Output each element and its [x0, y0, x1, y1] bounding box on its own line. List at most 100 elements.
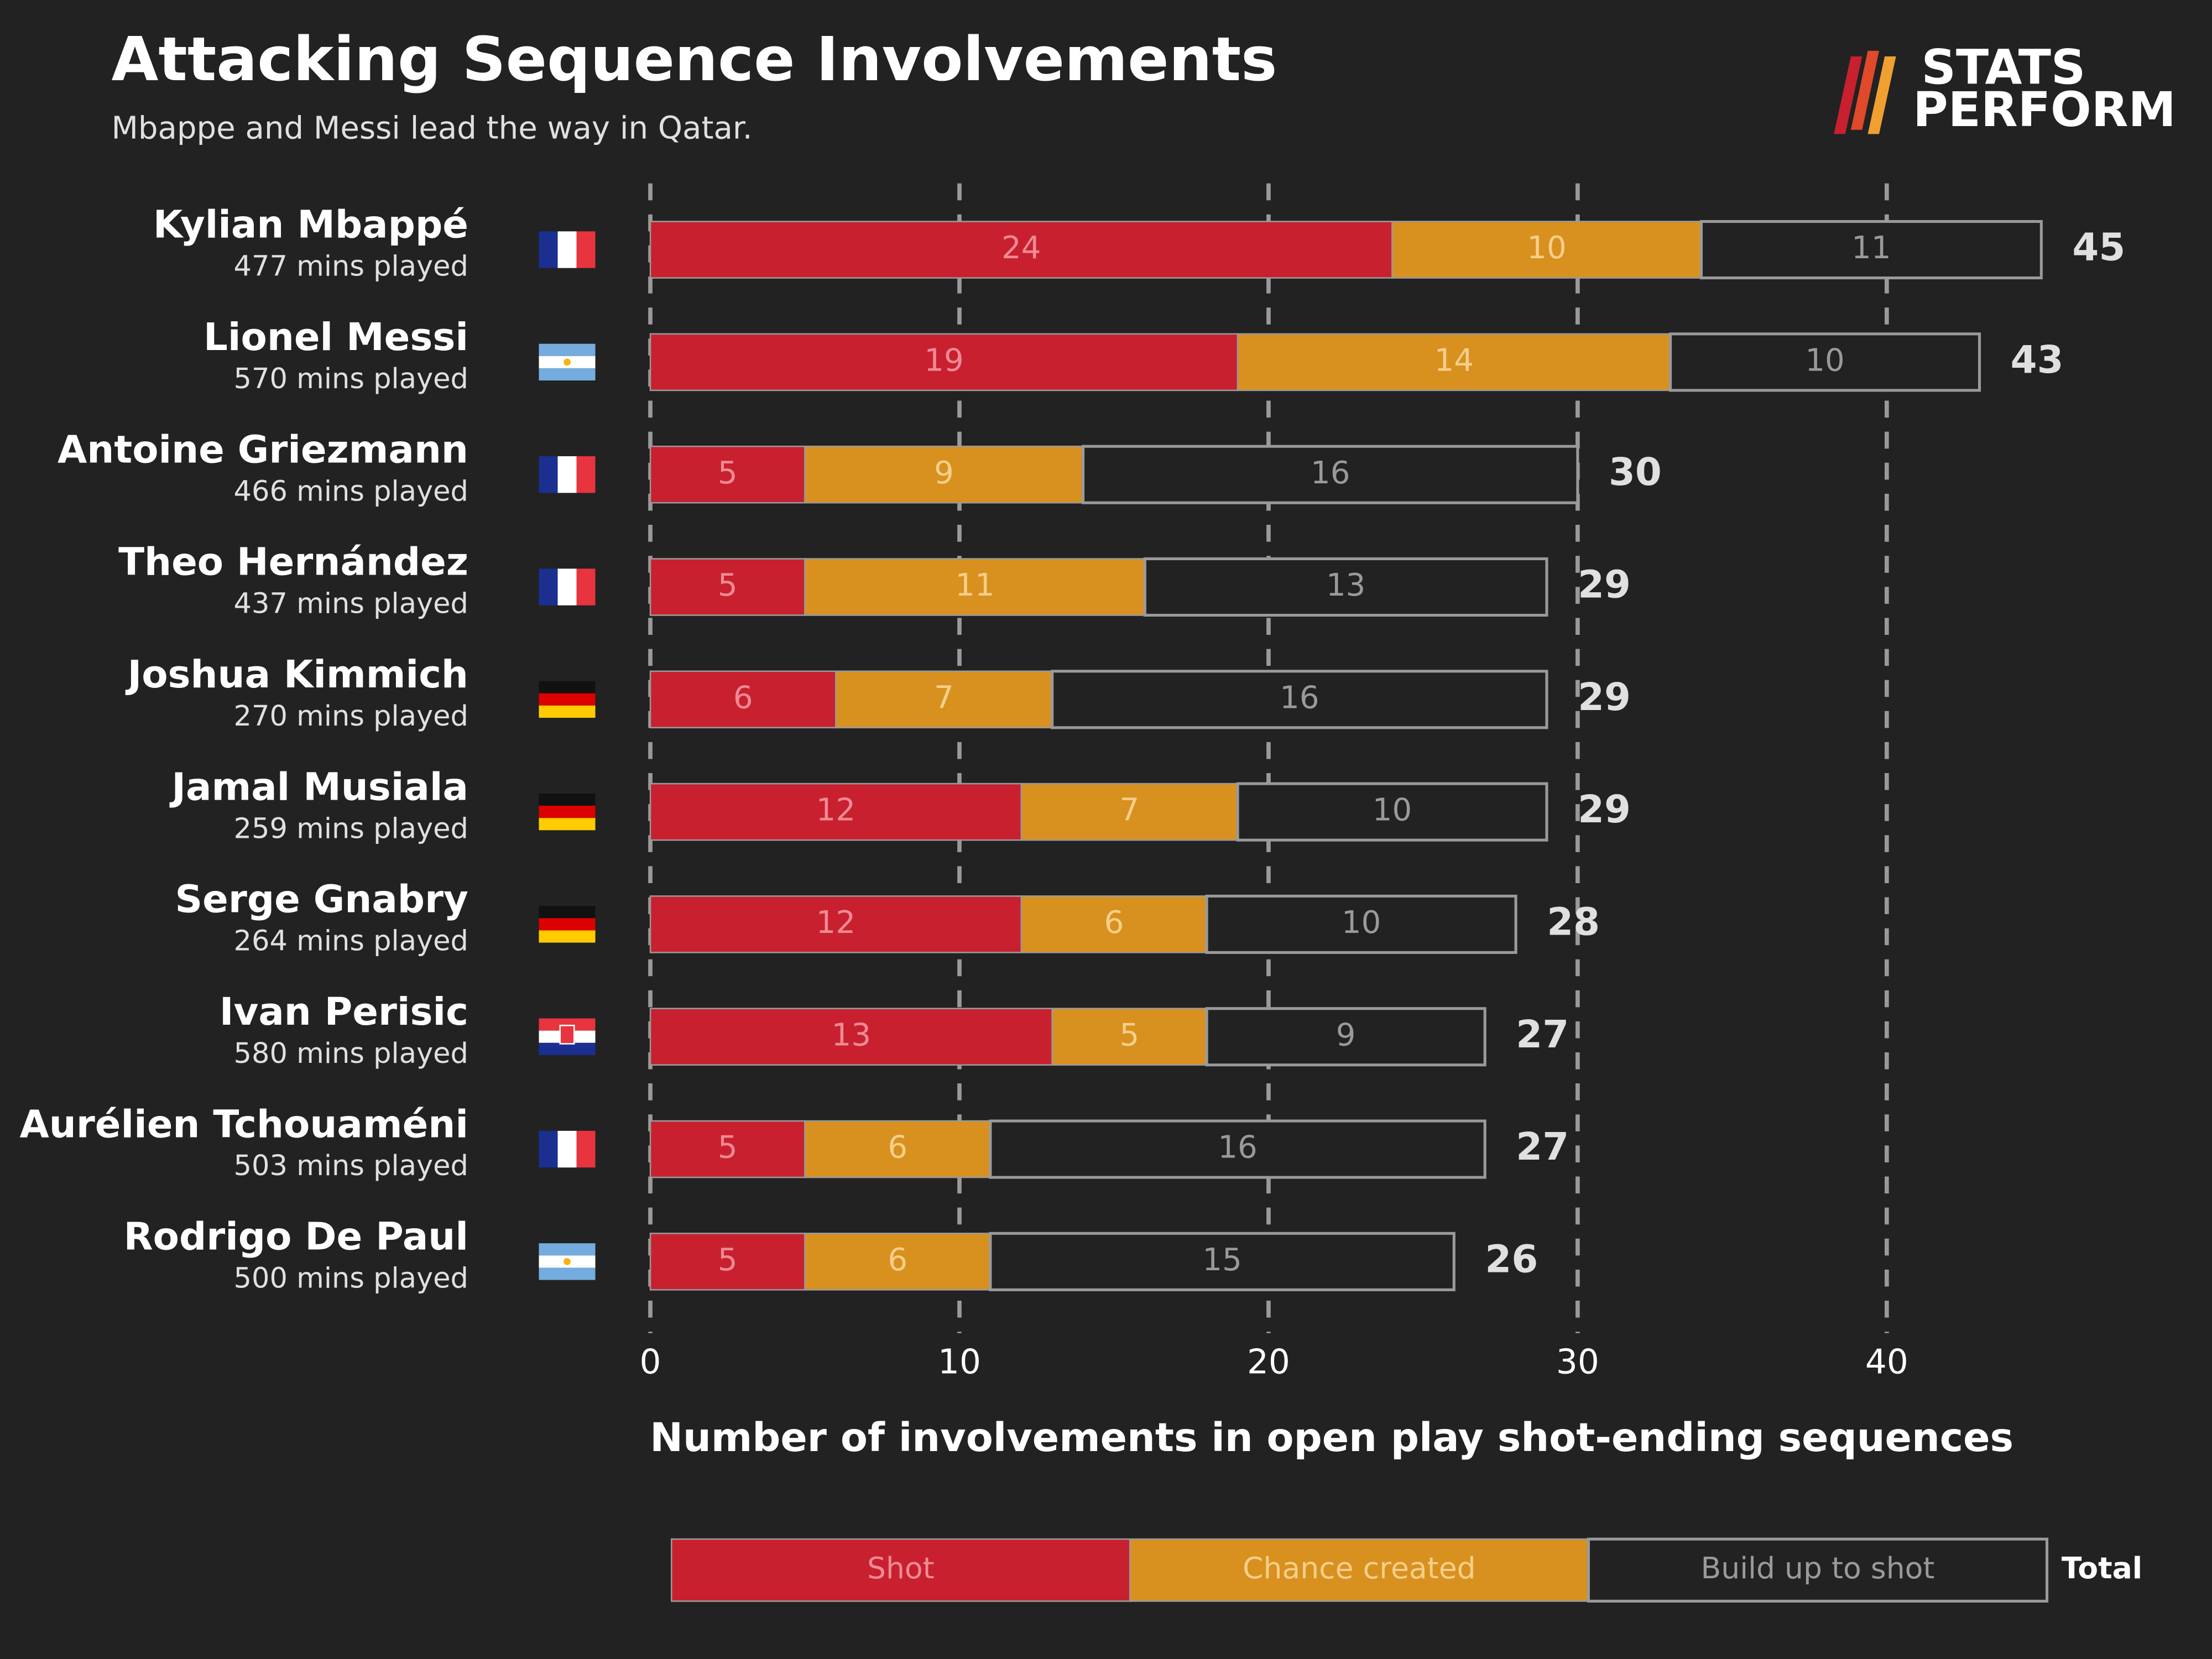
category-label: Rodrigo De Paul — [124, 1215, 468, 1259]
value-label: 11 — [955, 567, 994, 603]
x-tick-label: 0 — [640, 1342, 661, 1381]
legend-swatch — [1587, 1537, 2049, 1603]
flag-stripe — [539, 1042, 596, 1055]
flag-stripe — [539, 1243, 596, 1256]
logo: STATS PERFORM — [1834, 39, 2176, 138]
legend-label: Chance created — [1243, 1551, 1476, 1585]
flag — [539, 906, 596, 943]
bar-segment — [649, 895, 1022, 953]
flag-stripe — [539, 456, 558, 493]
bar-segment — [1143, 557, 1548, 617]
category-detail: 580 mins played — [234, 1037, 468, 1070]
total-label: 29 — [1578, 563, 1631, 607]
value-label: 5 — [718, 1242, 738, 1278]
value-label: 5 — [718, 1130, 738, 1166]
category-label: Aurélien Tchouaméni — [20, 1102, 468, 1146]
value-label: 12 — [816, 792, 855, 828]
flag-stripe — [539, 906, 596, 919]
total-label: 45 — [2072, 226, 2125, 270]
value-label: 11 — [1851, 230, 1891, 266]
x-tick-label: 30 — [1556, 1342, 1599, 1381]
value-label: 12 — [816, 905, 855, 941]
flag-stripe — [539, 930, 596, 943]
category-label: Lionel Messi — [204, 315, 468, 359]
logo-text: PERFORM — [1913, 82, 2176, 138]
value-label: 10 — [1527, 230, 1566, 266]
x-axis-label: Number of involvements in open play shot… — [650, 1415, 2013, 1460]
value-label: 19 — [924, 342, 963, 378]
category-detail: 264 mins played — [234, 925, 468, 958]
legend-total-label: Total — [2062, 1551, 2142, 1585]
flag — [539, 568, 596, 606]
logo-slash — [1834, 56, 1863, 134]
bar-segment — [804, 558, 1146, 616]
chart-subtitle: Mbappe and Messi lead the way in Qatar. — [112, 110, 753, 146]
value-label: 16 — [1218, 1130, 1257, 1166]
flag — [539, 793, 596, 831]
value-label: 6 — [733, 680, 753, 716]
category-detail: 259 mins played — [234, 812, 468, 845]
total-label: 29 — [1578, 675, 1631, 719]
bar-segment — [1082, 445, 1579, 504]
flag-stripe — [576, 231, 596, 268]
value-label: 15 — [1202, 1242, 1241, 1278]
bar-segment — [1205, 1007, 1486, 1067]
flag-stripe — [557, 568, 577, 606]
flag-stripe — [539, 231, 558, 268]
flag — [539, 1018, 596, 1055]
value-label: 6 — [1104, 905, 1124, 941]
logo-slash — [1850, 50, 1879, 130]
bar-segment — [1699, 220, 2043, 280]
legend-label: Shot — [867, 1551, 935, 1585]
flag-stripe — [539, 818, 596, 831]
total-label: 29 — [1578, 787, 1631, 832]
total-label: 26 — [1485, 1237, 1538, 1281]
chart-title: Attacking Sequence Involvements — [112, 24, 1277, 95]
category-detail: 466 mins played — [234, 475, 468, 508]
total-label: 27 — [1516, 1125, 1569, 1169]
x-tick-label: 40 — [1865, 1342, 1908, 1381]
x-tick-label: 20 — [1247, 1342, 1290, 1381]
legend-swatch — [671, 1538, 1131, 1602]
flag-stripe — [539, 793, 596, 806]
flag-stripe — [557, 456, 577, 493]
flag-stripe — [539, 806, 596, 818]
category-detail: 437 mins played — [234, 588, 468, 620]
total-label: 28 — [1547, 900, 1600, 944]
flag-stripe — [539, 918, 596, 931]
flag-stripe — [539, 368, 596, 381]
total-label: 27 — [1516, 1013, 1569, 1057]
category-detail: 570 mins played — [234, 363, 468, 395]
bar-segment — [1205, 894, 1517, 954]
bar-segment — [649, 445, 806, 504]
category-label: Kylian Mbappé — [153, 203, 468, 247]
bar-segment — [1020, 782, 1239, 841]
flag-stripe — [539, 1130, 558, 1168]
value-label: 6 — [888, 1130, 907, 1166]
bar-segment — [649, 1120, 806, 1178]
legend-swatch — [1129, 1538, 1589, 1602]
bar-segment — [989, 1232, 1455, 1291]
flag-stripe — [576, 1130, 596, 1168]
category-label: Antoine Griezmann — [58, 427, 468, 472]
bar-segment — [1669, 332, 1981, 392]
flag-stripe — [539, 705, 596, 718]
logo-text: STATS — [1921, 39, 2085, 95]
value-label: 10 — [1373, 792, 1412, 828]
category-label: Ivan Perisic — [220, 990, 468, 1034]
logo-slash — [1867, 56, 1896, 134]
flag — [539, 1130, 596, 1168]
category-detail: 503 mins played — [234, 1150, 468, 1182]
bar-segment — [649, 1233, 806, 1291]
bar-segment — [649, 558, 806, 616]
flag — [539, 681, 596, 718]
total-label: 30 — [1609, 450, 1662, 494]
bar-segment — [649, 221, 1393, 279]
value-label: 10 — [1342, 905, 1381, 941]
flag-shield — [559, 1025, 575, 1045]
value-label: 7 — [1120, 792, 1140, 828]
bar-segment — [1051, 670, 1548, 729]
value-label: 6 — [888, 1242, 907, 1278]
flag-stripe — [576, 456, 596, 493]
